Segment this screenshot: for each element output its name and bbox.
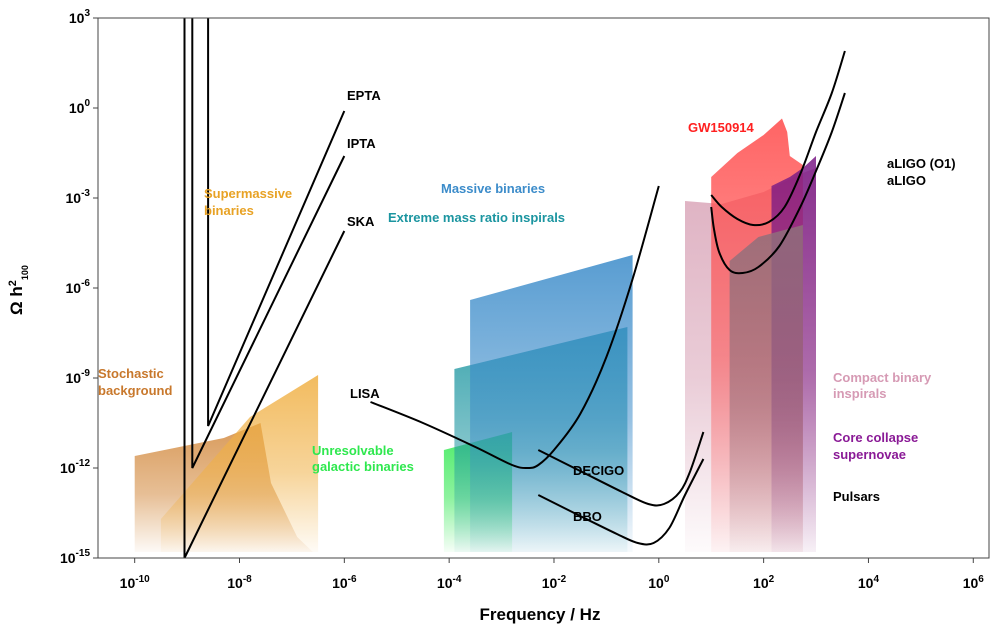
plot-area bbox=[97, 17, 990, 559]
x-tick-exp: -4 bbox=[452, 574, 461, 585]
x-tick-label: 106 bbox=[963, 574, 985, 591]
x-tick-exp: -8 bbox=[243, 574, 252, 585]
ticks-layer: 10-10 10-8 10-6 10-4 10-2 100 102 104 1061031001… bbox=[60, 8, 984, 591]
y-tick-exp: 3 bbox=[84, 8, 90, 19]
label-ska: SKA bbox=[347, 214, 375, 229]
y-tick-exp: -12 bbox=[76, 458, 91, 469]
y-tick-label: 10-3 bbox=[66, 188, 91, 206]
curve-ipta bbox=[191, 18, 346, 469]
y-tick-exp: -3 bbox=[81, 188, 90, 199]
x-tick-label: 10-10 bbox=[120, 574, 150, 591]
label-unresolvable-1: Unresolvable bbox=[312, 443, 394, 458]
x-tick-base: 10 bbox=[963, 575, 979, 591]
label-massive-binaries: Massive binaries bbox=[441, 181, 545, 196]
label-supermassive-1: Supermassive bbox=[204, 186, 292, 201]
label-emri: Extreme mass ratio inspirals bbox=[388, 210, 565, 225]
x-tick-label: 100 bbox=[648, 574, 670, 591]
y-tick-base: 10 bbox=[69, 10, 85, 26]
label-bbo: BBO bbox=[573, 509, 602, 524]
y-tick-exp: -9 bbox=[81, 368, 90, 379]
y-tick-label: 10-12 bbox=[60, 458, 90, 476]
region-supermassive-binaries bbox=[160, 375, 319, 552]
label-decigo: DECIGO bbox=[573, 463, 624, 478]
x-tick-base: 10 bbox=[227, 575, 243, 591]
x-tick-label: 104 bbox=[858, 574, 880, 591]
curve-decigo bbox=[537, 431, 705, 507]
x-tick-base: 10 bbox=[332, 575, 348, 591]
y-tick-exp: 0 bbox=[84, 98, 90, 109]
x-tick-base: 10 bbox=[753, 575, 769, 591]
curve-aligo-o1 bbox=[710, 50, 846, 227]
curve-bbo bbox=[537, 458, 705, 546]
curves-layer bbox=[183, 18, 846, 559]
region-pulsars bbox=[729, 225, 803, 552]
label-compact-2: inspirals bbox=[833, 386, 886, 401]
region-massive-binaries bbox=[470, 255, 633, 552]
x-tick-exp: 4 bbox=[873, 574, 879, 585]
label-core-2: supernovae bbox=[833, 447, 906, 462]
label-stochastic-1: Stochastic bbox=[98, 366, 164, 381]
x-tick-label: 10-8 bbox=[227, 574, 252, 591]
sources-layer bbox=[134, 118, 816, 552]
y-axis-label-base: Ω h bbox=[7, 286, 26, 315]
label-pulsars: Pulsars bbox=[833, 489, 880, 504]
x-tick-exp: 2 bbox=[769, 574, 775, 585]
x-tick-exp: -2 bbox=[557, 574, 566, 585]
y-tick-exp: -6 bbox=[81, 278, 90, 289]
y-tick-label: 103 bbox=[69, 8, 91, 26]
label-compact-1: Compact binary bbox=[833, 370, 932, 385]
x-tick-label: 10-6 bbox=[332, 574, 357, 591]
label-ipta: IPTA bbox=[347, 136, 376, 151]
y-tick-base: 10 bbox=[66, 190, 82, 206]
y-axis-label: Ω h2100 bbox=[7, 265, 30, 315]
y-tick-base: 10 bbox=[66, 280, 82, 296]
curve-epta bbox=[207, 18, 346, 427]
x-tick-label: 102 bbox=[753, 574, 775, 591]
y-axis-label-sup: 2 bbox=[7, 280, 19, 286]
x-tick-base: 10 bbox=[648, 575, 664, 591]
y-tick-label: 100 bbox=[69, 98, 91, 116]
y-tick-base: 10 bbox=[69, 100, 85, 116]
label-aligo: aLIGO bbox=[887, 173, 926, 188]
x-tick-exp: -6 bbox=[348, 574, 357, 585]
y-tick-base: 10 bbox=[60, 550, 76, 566]
y-tick-label: 10-15 bbox=[60, 548, 90, 566]
x-tick-base: 10 bbox=[542, 575, 558, 591]
x-tick-exp: 0 bbox=[664, 574, 670, 585]
label-unresolvable-2: galactic binaries bbox=[312, 459, 414, 474]
x-tick-exp: -10 bbox=[135, 574, 150, 585]
label-gw150914: GW150914 bbox=[688, 120, 755, 135]
curve-lisa bbox=[370, 185, 660, 470]
x-tick-exp: 6 bbox=[978, 574, 984, 585]
y-tick-label: 10-9 bbox=[66, 368, 91, 386]
label-stochastic-2: background bbox=[98, 383, 172, 398]
x-axis-label: Frequency / Hz bbox=[480, 605, 601, 624]
x-tick-label: 10-4 bbox=[437, 574, 462, 591]
y-tick-label: 10-6 bbox=[66, 278, 91, 296]
y-tick-base: 10 bbox=[60, 460, 76, 476]
x-tick-base: 10 bbox=[120, 575, 136, 591]
x-tick-base: 10 bbox=[858, 575, 874, 591]
x-tick-base: 10 bbox=[437, 575, 453, 591]
x-tick-label: 10-2 bbox=[542, 574, 567, 591]
y-axis-label-sub: 100 bbox=[20, 265, 30, 280]
labels-layer: EPTA IPTA SKA Supermassive binaries Stoc… bbox=[98, 88, 956, 524]
y-tick-base: 10 bbox=[66, 370, 82, 386]
label-core-1: Core collapse bbox=[833, 430, 918, 445]
label-aligo-o1: aLIGO (O1) bbox=[887, 156, 956, 171]
label-lisa: LISA bbox=[350, 386, 380, 401]
curve-aligo bbox=[710, 92, 846, 275]
y-tick-exp: -15 bbox=[76, 548, 91, 559]
label-epta: EPTA bbox=[347, 88, 381, 103]
label-supermassive-2: binaries bbox=[204, 203, 254, 218]
